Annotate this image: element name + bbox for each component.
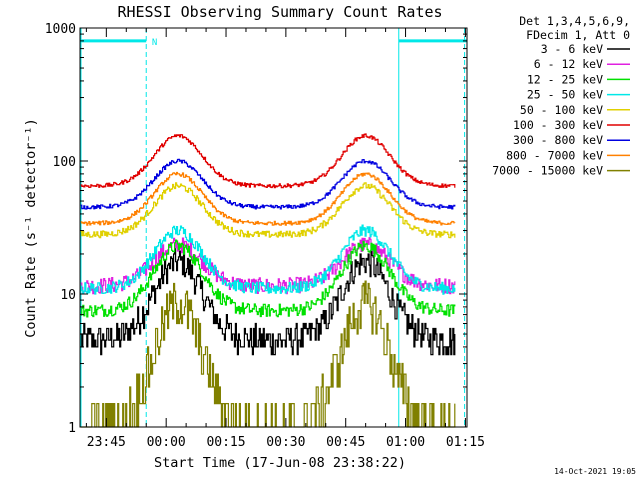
x-tick-label: 00:45 <box>326 435 365 450</box>
x-tick-label: 01:00 <box>386 435 425 450</box>
legend-label: 50 - 100 keV <box>520 103 603 117</box>
x-tick-label: 23:45 <box>87 435 126 450</box>
legend-header-line-2: FDecim 1, Att 0 <box>526 28 630 42</box>
x-tick-label: 00:30 <box>266 435 305 450</box>
y-tick-label: 100 <box>53 155 76 170</box>
y-axis: 1 10 100 1000 <box>45 22 467 436</box>
x-tick-label: 01:15 <box>446 435 485 450</box>
plot-frame <box>79 27 468 428</box>
series-line <box>80 133 456 189</box>
night-marker-label: N <box>152 38 157 48</box>
series-line <box>80 247 456 356</box>
series-line <box>80 224 456 295</box>
x-tick-label: 00:00 <box>147 435 186 450</box>
series-line <box>80 158 456 210</box>
series-line <box>80 239 456 318</box>
legend-label: 12 - 25 keV <box>527 72 603 86</box>
x-tick-label: 00:15 <box>206 435 245 450</box>
legend-header-line-1: Det 1,3,4,5,6,9, <box>519 14 630 28</box>
y-tick-label: 1 <box>68 421 76 436</box>
series-line <box>80 182 456 239</box>
y-tick-label: 10 <box>60 288 76 303</box>
legend-label: 100 - 300 keV <box>513 118 603 132</box>
legend-label: 3 - 6 keV <box>541 42 603 56</box>
legend-label: 300 - 800 keV <box>513 133 603 147</box>
x-axis: 23:45 00:00 00:15 00:30 00:45 01:00 01:15 <box>85 28 485 450</box>
x-axis-label: Start Time (17-Jun-08 23:38:22) <box>154 455 406 471</box>
legend: Det 1,3,4,5,6,9, FDecim 1, Att 0 3 - 6 k… <box>492 14 630 178</box>
legend-label: 7000 - 15000 keV <box>492 164 603 178</box>
legend-label: 6 - 12 keV <box>534 57 603 71</box>
legend-label: 25 - 50 keV <box>527 88 603 102</box>
plot-lines: N <box>80 28 467 427</box>
series-group <box>80 133 456 428</box>
legend-label: 800 - 7000 keV <box>506 148 603 162</box>
chart-title: RHESSI Observing Summary Count Rates <box>117 3 442 21</box>
footer-date: 14-Oct-2021 19:05 <box>554 467 636 476</box>
y-axis-label: Count Rate (s⁻¹ detector⁻¹) <box>23 118 39 337</box>
series-line <box>80 280 456 428</box>
series-line <box>80 171 456 226</box>
y-tick-label: 1000 <box>45 22 76 37</box>
